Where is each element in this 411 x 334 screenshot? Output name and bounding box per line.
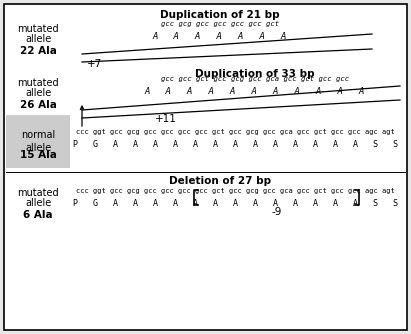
- Text: allele: allele: [25, 34, 51, 44]
- Text: A   A   A   A   A   A   A: A A A A A A A: [153, 32, 287, 41]
- Text: Duplication of 21 bp: Duplication of 21 bp: [160, 10, 280, 20]
- Text: 22 Ala: 22 Ala: [20, 46, 56, 56]
- Text: 15 Ala: 15 Ala: [20, 150, 56, 160]
- Text: 6 Ala: 6 Ala: [23, 210, 53, 220]
- Text: +11: +11: [155, 114, 177, 124]
- Text: Deletion of 27 bp: Deletion of 27 bp: [169, 176, 271, 186]
- Text: gcc gcc gct gcc gcg gcc gca gcc gct gcc gcc: gcc gcc gct gcc gcg gcc gca gcc gct gcc …: [161, 76, 349, 82]
- Text: gcc gcg gcc gcc gcc gcc gct: gcc gcg gcc gcc gcc gcc gct: [161, 21, 279, 27]
- Text: +7: +7: [87, 59, 102, 69]
- Text: 26 Ala: 26 Ala: [20, 100, 56, 110]
- Text: mutated: mutated: [17, 24, 59, 34]
- Text: Duplication of 33 bp: Duplication of 33 bp: [195, 69, 315, 79]
- Text: P   G   A   A   A   A   A   A   A   A   A   A   A   A   A   S   S: P G A A A A A A A A A A A A A S S: [72, 199, 397, 208]
- FancyBboxPatch shape: [4, 4, 407, 330]
- Text: mutated: mutated: [17, 78, 59, 88]
- Text: A   A   A   A   A   A   A   A   A   A   A: A A A A A A A A A A A: [145, 87, 365, 96]
- Text: ccc ggt gcc gcg gcc gcc gcc gcc gct gcc gcg gcc gca gcc gct gcc gcc agc agt: ccc ggt gcc gcg gcc gcc gcc gcc gct gcc …: [76, 188, 395, 194]
- Text: ccc ggt gcc gcg gcc gcc gcc gcc gct gcc gcg gcc gca gcc gct gcc gcc agc agt: ccc ggt gcc gcg gcc gcc gcc gcc gct gcc …: [76, 129, 395, 135]
- Text: allele: allele: [25, 88, 51, 98]
- Text: -9: -9: [271, 207, 282, 217]
- Text: normal
allele: normal allele: [21, 130, 55, 153]
- Text: mutated: mutated: [17, 188, 59, 198]
- Text: allele: allele: [25, 198, 51, 208]
- Text: P   G   A   A   A   A   A   A   A   A   A   A   A   A   A   S   S: P G A A A A A A A A A A A A A S S: [72, 140, 397, 149]
